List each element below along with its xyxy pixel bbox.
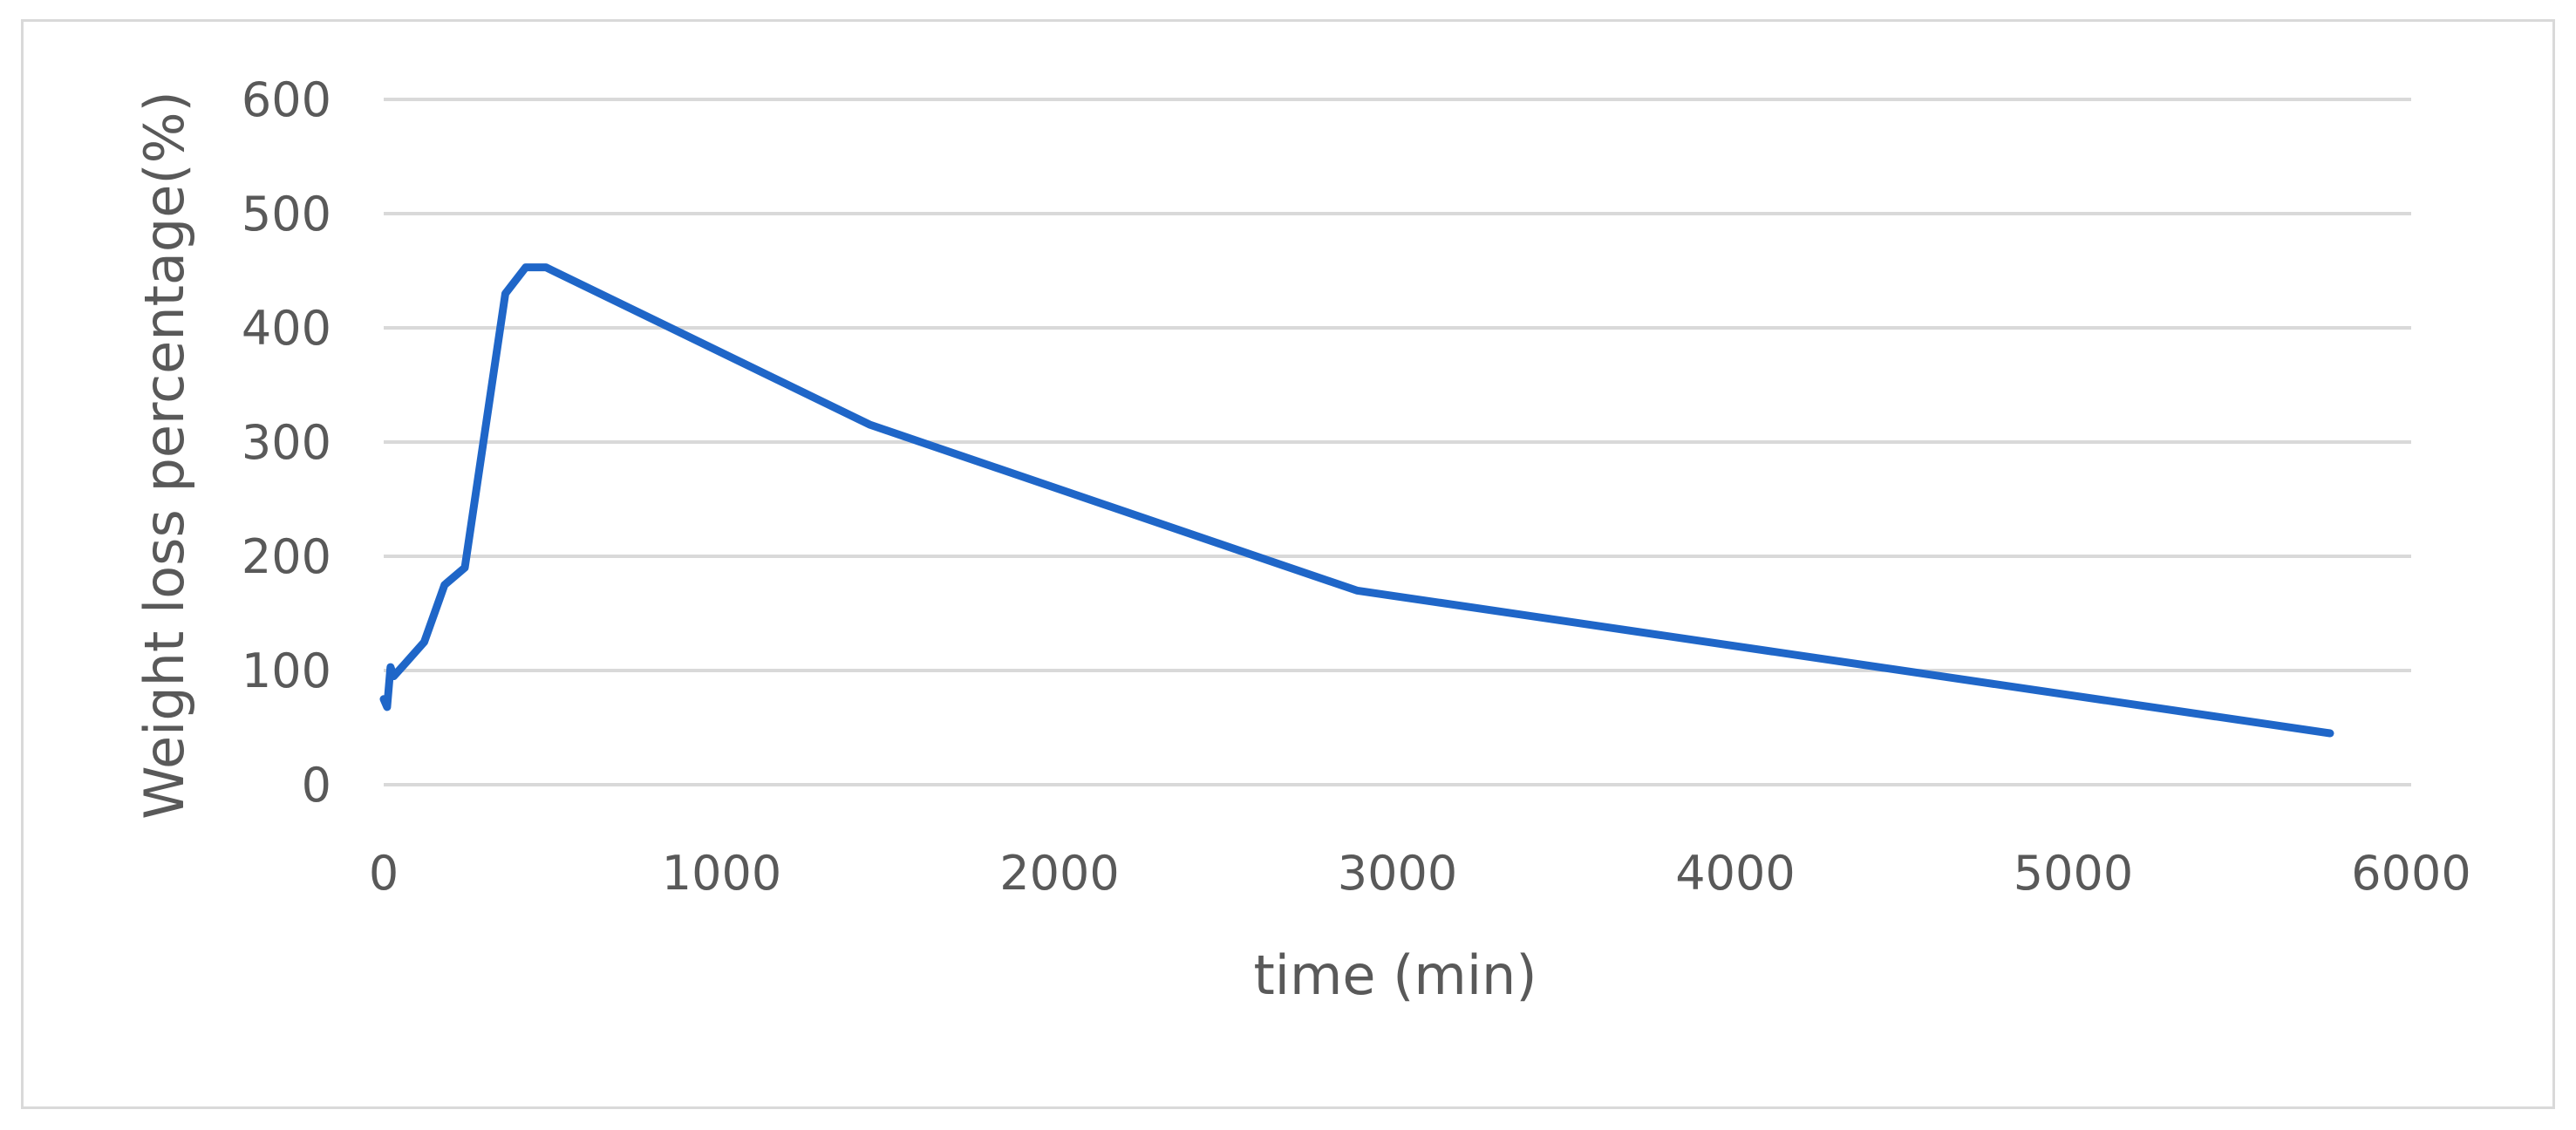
y-tick-labels: 0 100 200 300 400 500 600 bbox=[242, 72, 331, 813]
y-tick-label: 100 bbox=[242, 643, 331, 698]
y-tick-label: 400 bbox=[242, 301, 331, 356]
y-tick-label: 500 bbox=[242, 187, 331, 242]
x-tick-labels: 0 1000 2000 3000 4000 5000 6000 bbox=[369, 846, 2471, 901]
y-axis-title: Weight loss percentage(%) bbox=[133, 91, 196, 819]
x-axis-title: time (min) bbox=[1253, 943, 1537, 1007]
x-tick-label: 4000 bbox=[1675, 846, 1795, 901]
y-tick-label: 600 bbox=[242, 72, 331, 127]
y-tick-label: 0 bbox=[302, 758, 331, 813]
series-layer bbox=[379, 263, 2334, 738]
x-tick-label: 1000 bbox=[662, 846, 781, 901]
x-tick-label: 6000 bbox=[2351, 846, 2470, 901]
x-tick-label: 0 bbox=[369, 846, 399, 901]
y-tick-label: 200 bbox=[242, 529, 331, 584]
gridlines bbox=[384, 98, 2411, 786]
x-tick-label: 5000 bbox=[2014, 846, 2133, 901]
y-tick-label: 300 bbox=[242, 415, 331, 470]
x-tick-label: 2000 bbox=[999, 846, 1119, 901]
series-line-0 bbox=[379, 263, 2334, 738]
x-tick-label: 3000 bbox=[1338, 846, 1457, 901]
